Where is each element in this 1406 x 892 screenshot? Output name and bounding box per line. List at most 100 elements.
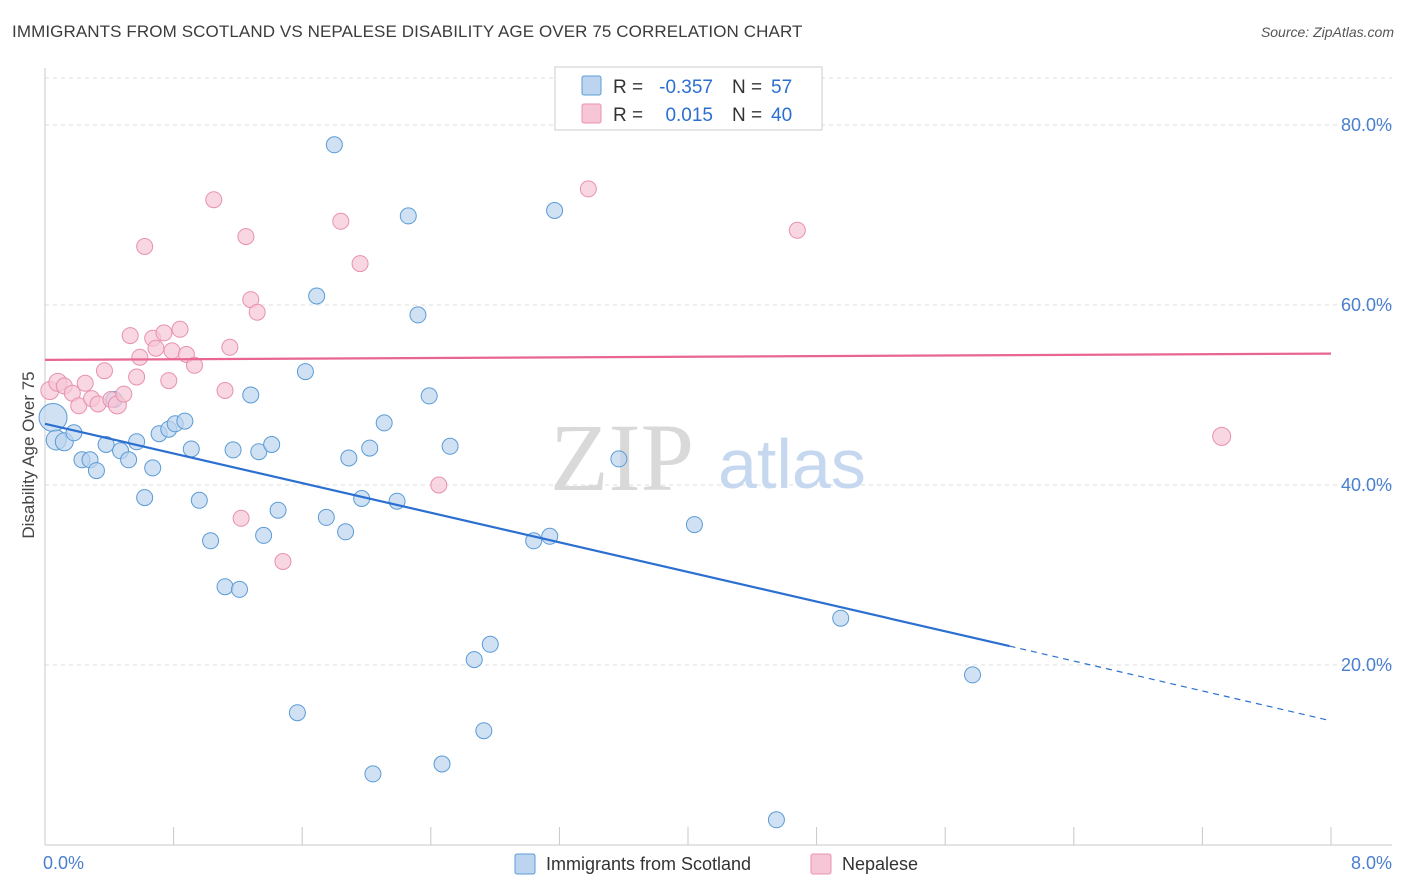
point-scotland-44 [433,755,451,773]
point-nepalese-14 [131,348,149,366]
chart-title: IMMIGRANTS FROM SCOTLAND VS NEPALESE DIS… [12,22,803,41]
point-nepalese-31 [274,553,292,570]
series-nepalese-points [40,180,1232,570]
series-legend: Immigrants from Scotland Nepalese [514,853,918,875]
bottom-legend-label-nepalese: Nepalese [842,854,918,874]
point-scotland-11 [128,433,146,451]
point-scotland-48 [481,635,499,653]
point-nepalese-26 [221,338,239,356]
trend-line-scotland [44,422,1010,648]
trend-line-scotland-extension [1009,645,1332,722]
point-scotland-43 [420,387,438,405]
point-scotland-34 [337,523,355,541]
point-nepalese-37 [1212,426,1232,446]
point-nepalese-19 [160,372,178,390]
legend-r-label-1: R = [613,77,643,98]
point-scotland-17 [176,412,194,430]
point-scotland-27 [263,436,281,453]
point-scotland-23 [231,580,249,598]
legend-n-label-2: N = [732,105,762,126]
watermark-atlas: atlas [718,425,866,503]
point-scotland-20 [202,532,220,550]
y-tick-label-3: 80.0% [1341,115,1392,135]
legend-n-value-2: 40 [771,105,792,126]
x-tick-labels: 0.0% 8.0% [43,853,1392,873]
point-nepalese-5 [76,374,94,392]
point-scotland-37 [361,439,379,457]
point-nepalese-15 [136,238,154,255]
legend-n-value-1: 57 [771,77,792,98]
point-scotland-32 [317,508,335,526]
series-scotland-points [38,136,982,829]
point-nepalese-27 [232,509,250,527]
point-scotland-25 [250,443,268,461]
y-tick-label-1: 40.0% [1341,475,1392,495]
source-credit: Source: ZipAtlas.com [1260,24,1394,40]
legend-r-label-2: R = [613,105,643,126]
y-tick-label-2: 60.0% [1341,295,1392,315]
point-scotland-51 [546,202,564,219]
point-nepalese-11 [115,385,133,403]
trend-line-nepalese [44,352,1332,361]
axes [44,68,1392,846]
point-scotland-33 [325,136,343,154]
point-scotland-22 [224,441,242,459]
point-scotland-29 [288,704,306,722]
point-scotland-38 [364,765,382,783]
point-nepalese-8 [95,362,113,380]
point-nepalese-28 [237,228,255,246]
point-nepalese-25 [216,382,234,399]
point-nepalese-4 [70,397,88,415]
legend-swatch-scotland [581,75,602,96]
y-axis-label: Disability Age Over 75 [19,371,38,538]
y-tick-labels: 20.0% 40.0% 60.0% 80.0% [1341,115,1392,675]
y-tick-label-0: 20.0% [1341,655,1392,675]
point-scotland-13 [144,459,162,477]
bottom-legend-swatch-nepalese [810,853,832,875]
point-nepalese-36 [788,221,806,239]
point-nepalese-12 [121,327,139,345]
point-scotland-53 [685,516,703,534]
point-scotland-19 [190,491,208,509]
point-nepalese-23 [185,356,203,374]
point-scotland-35 [340,449,358,467]
point-scotland-45 [441,437,459,455]
legend-r-value-1: -0.357 [659,77,713,98]
point-scotland-55 [832,609,850,627]
point-nepalese-17 [147,339,165,357]
point-scotland-12 [136,489,154,507]
x-tick-label-1: 8.0% [1351,853,1392,873]
point-nepalese-13 [128,368,146,386]
bottom-legend-swatch-scotland [514,853,536,875]
gridlines [45,77,1392,666]
point-nepalese-20 [163,342,181,360]
point-nepalese-32 [332,212,350,230]
legend-r-value-2: 0.015 [665,105,713,126]
point-scotland-42 [409,306,427,324]
point-nepalese-30 [248,303,266,321]
point-scotland-30 [296,363,314,381]
point-scotland-7 [97,436,115,453]
point-nepalese-33 [351,255,369,273]
point-scotland-54 [767,811,785,829]
correlation-legend: R = -0.357 N = 57 R = 0.015 N = 40 [554,66,823,131]
point-scotland-10 [120,451,138,469]
legend-swatch-nepalese [581,103,602,124]
point-scotland-41 [399,207,417,225]
point-scotland-52 [610,450,628,468]
point-nepalese-34 [430,476,448,494]
point-scotland-24 [242,386,260,404]
point-scotland-28 [269,501,287,519]
point-scotland-18 [182,440,200,458]
point-nepalese-24 [205,191,223,209]
point-scotland-56 [964,666,982,684]
legend-n-label-1: N = [732,77,762,98]
point-nepalese-35 [579,180,597,198]
bottom-legend-label-scotland: Immigrants from Scotland [546,854,751,874]
point-nepalese-21 [171,320,189,338]
trend-lines [44,352,1332,722]
x-tick-label-0: 0.0% [43,853,84,873]
point-scotland-6 [87,462,105,480]
point-scotland-31 [308,287,326,305]
